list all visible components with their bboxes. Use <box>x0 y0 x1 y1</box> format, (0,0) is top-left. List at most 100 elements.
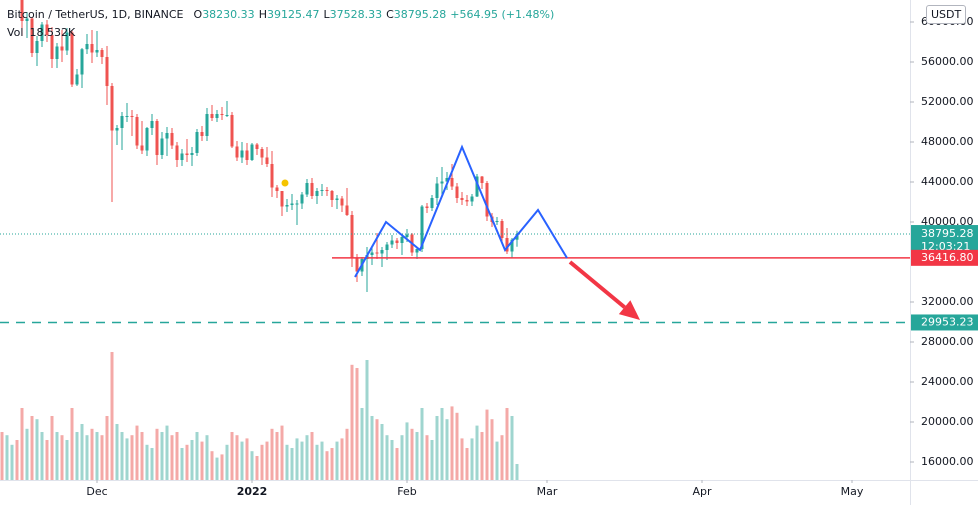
volume-bar <box>510 416 514 480</box>
candle-body <box>300 194 304 204</box>
currency-button[interactable]: USDT <box>926 5 967 24</box>
volume-bar <box>400 435 404 480</box>
candle-body <box>90 44 94 53</box>
volume-bar <box>155 428 159 480</box>
candle-body <box>430 198 434 208</box>
volume-bar <box>330 448 334 480</box>
volume-bar <box>20 408 24 480</box>
x-tick-label: Apr <box>692 485 712 498</box>
volume-bar <box>315 444 319 480</box>
ohlc-item: O38230.33 <box>194 8 255 21</box>
volume-bar <box>250 451 254 480</box>
volume-bar <box>205 435 209 480</box>
volume-bar <box>285 444 289 480</box>
candle-body <box>295 203 299 205</box>
candle-body <box>75 74 79 85</box>
ohlc-item: H39125.47 <box>259 8 320 21</box>
volume-bar <box>370 416 374 480</box>
volume-bar <box>410 428 414 480</box>
volume-bar <box>65 440 69 480</box>
candle-body <box>480 176 484 183</box>
volume-bar <box>145 444 149 480</box>
volume-bar <box>95 432 99 480</box>
volume-bar <box>105 416 109 480</box>
candle-body <box>260 149 264 158</box>
candle-body <box>340 198 344 206</box>
symbol-title: Bitcoin / TetherUS, 1D, BINANCE <box>7 8 184 21</box>
volume-bar <box>265 441 269 480</box>
candle-body <box>130 116 134 117</box>
candle-body <box>125 116 129 117</box>
volume-bar <box>230 432 234 480</box>
candle-body <box>175 145 179 160</box>
last-price-label: 38795.28 <box>921 227 974 240</box>
volume-label: Vol <box>7 26 24 39</box>
candle-body <box>325 190 329 191</box>
support-price-box <box>911 249 978 266</box>
candle-body <box>45 24 49 35</box>
y-tick-label: 16000.00 <box>921 455 974 468</box>
volume-bar <box>5 435 9 480</box>
volume-bar <box>40 432 44 480</box>
candle-body <box>135 117 139 146</box>
volume-bar <box>140 432 144 480</box>
volume-bar <box>465 448 469 480</box>
candle-body <box>50 35 54 59</box>
volume-bar <box>150 448 154 480</box>
ohlc-label: L <box>323 8 330 21</box>
volume-bar <box>490 419 494 480</box>
volume-bar <box>130 435 134 480</box>
candle-body <box>100 50 104 57</box>
volume-bar <box>325 451 329 480</box>
volume-bar <box>210 451 214 480</box>
candle-body <box>105 57 109 86</box>
target-price-label: 29953.23 <box>921 315 974 328</box>
candle-body <box>460 198 464 200</box>
candle-body <box>240 150 244 158</box>
volume-bar <box>85 435 89 480</box>
candle-body <box>120 116 124 128</box>
candle-body <box>345 205 349 215</box>
candle-body <box>150 121 154 128</box>
volume-bar <box>415 432 419 480</box>
candle-body <box>255 144 259 149</box>
volume-bar <box>35 419 39 480</box>
y-tick-label: 32000.00 <box>921 295 974 308</box>
volume-bar <box>450 406 454 480</box>
volume-bar <box>500 435 504 480</box>
ohlc-item: C38795.28 <box>386 8 446 21</box>
y-tick-label: 40000.00 <box>921 215 974 228</box>
volume-bar <box>195 432 199 480</box>
volume-bar <box>235 435 239 480</box>
candle-body <box>145 128 149 151</box>
candle-body <box>165 133 169 139</box>
change: +564.95 (+1.48%) <box>450 8 555 21</box>
candle-body <box>190 153 194 155</box>
volume-bar <box>350 364 354 480</box>
volume-bar <box>280 425 284 480</box>
candle-body <box>95 50 99 53</box>
volume-bar <box>100 435 104 480</box>
volume-bar <box>300 441 304 480</box>
y-tick-label: 56000.00 <box>921 55 974 68</box>
candle-body <box>400 237 404 243</box>
volume-bar <box>405 422 409 480</box>
candle-body <box>265 157 269 164</box>
candle-body <box>25 18 29 21</box>
candle-body <box>505 238 509 252</box>
volume-bar <box>260 444 264 480</box>
ohlc-label: H <box>258 8 267 21</box>
candle-body <box>210 114 214 118</box>
volume-bar <box>430 440 434 480</box>
volume-bar <box>440 408 444 480</box>
volume-bar <box>295 438 299 480</box>
volume-bar <box>120 432 124 480</box>
candle-body <box>35 41 39 53</box>
volume-bar <box>460 438 464 480</box>
volume-bar <box>75 432 79 480</box>
volume-bar <box>245 438 249 480</box>
candle-body <box>465 200 469 202</box>
volume-bar <box>25 428 29 480</box>
candle-body <box>160 138 164 155</box>
